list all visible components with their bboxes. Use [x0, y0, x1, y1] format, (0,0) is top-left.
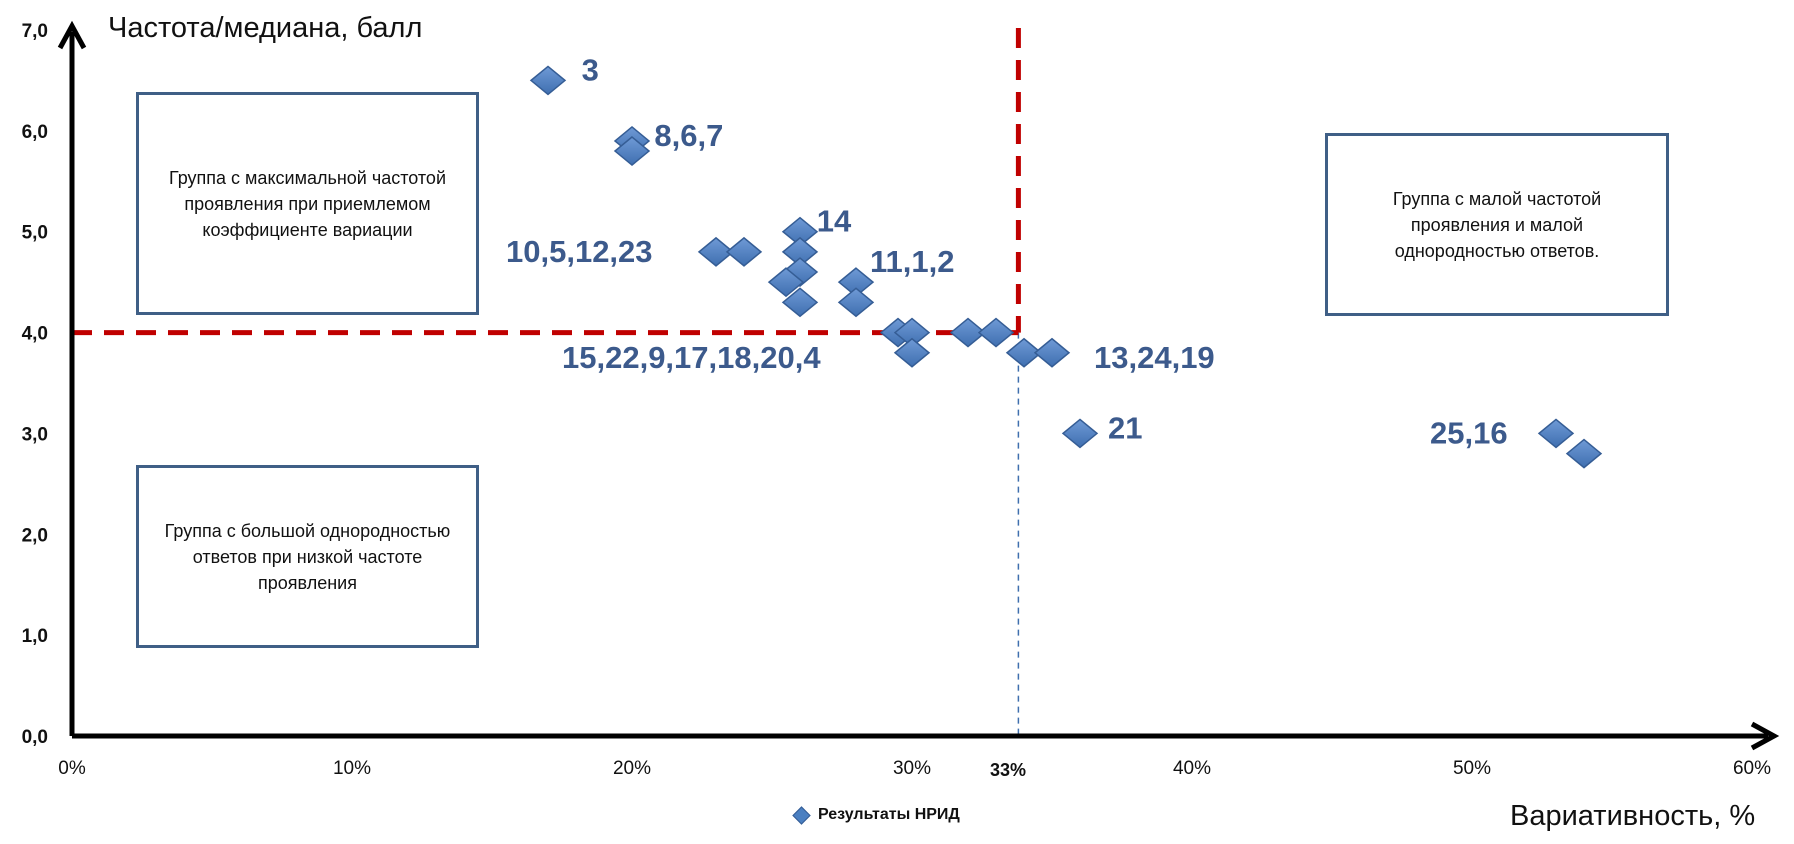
- y-tick-label: 7,0: [22, 21, 48, 42]
- x-tick-label: 20%: [613, 758, 651, 779]
- diamond-marker-icon: [792, 805, 811, 825]
- data-point: [893, 337, 931, 368]
- data-point: [767, 267, 805, 298]
- data-point: [1061, 418, 1099, 449]
- x-tick-label: 30%: [893, 758, 931, 779]
- group-box-top-left: Группа с максимальной частотой проявлени…: [136, 92, 479, 315]
- data-point: [1033, 337, 1071, 368]
- y-tick-label: 0,0: [22, 727, 48, 748]
- data-point: [781, 287, 819, 318]
- y-axis-arrow-icon: [57, 20, 87, 50]
- x-axis-arrow-icon: [1750, 721, 1780, 751]
- y-tick-label: 3,0: [22, 424, 48, 445]
- data-point: [1005, 337, 1043, 368]
- legend: Результаты НРИД: [792, 805, 960, 825]
- y-axis-title: Частота/медиана, балл: [108, 12, 423, 44]
- x-tick-label: 40%: [1173, 758, 1211, 779]
- point-label: 10,5,12,23: [506, 234, 653, 269]
- data-point: [977, 317, 1015, 348]
- point-label: 25,16: [1430, 415, 1508, 450]
- point-label: 15,22,9,17,18,20,4: [562, 340, 821, 375]
- data-point: [697, 236, 735, 267]
- point-label: 14: [817, 204, 852, 239]
- y-tick-label: 6,0: [22, 122, 48, 143]
- y-tick-label: 1,0: [22, 626, 48, 647]
- point-label: 11,1,2: [870, 244, 954, 279]
- point-label: 8,6,7: [654, 118, 723, 153]
- x-tick-label: 0%: [58, 758, 86, 779]
- y-tick-label: 5,0: [22, 223, 48, 244]
- point-label: 3: [582, 52, 599, 87]
- x-axis-title: Вариативность, %: [1510, 800, 1756, 832]
- data-point: [1565, 438, 1603, 469]
- data-point: [949, 317, 987, 348]
- data-point: [725, 236, 763, 267]
- y-tick-label: 2,0: [22, 525, 48, 546]
- point-label: 21: [1108, 410, 1142, 445]
- group-box-top-right: Группа с малой частотой проявления и мал…: [1325, 133, 1669, 316]
- x-tick-label: 50%: [1453, 758, 1491, 779]
- threshold-x-label: 33%: [990, 760, 1027, 780]
- x-tick-label: 60%: [1733, 758, 1771, 779]
- data-point: [613, 136, 651, 167]
- point-label: 13,24,19: [1094, 340, 1215, 375]
- data-point: [529, 65, 567, 96]
- data-point: [1537, 418, 1575, 449]
- x-tick-label: 10%: [333, 758, 371, 779]
- data-point: [837, 287, 875, 318]
- y-tick-label: 4,0: [22, 324, 48, 345]
- legend-label: Результаты НРИД: [818, 806, 960, 823]
- group-box-bottom-left: Группа с большой однородностью ответов п…: [136, 465, 479, 648]
